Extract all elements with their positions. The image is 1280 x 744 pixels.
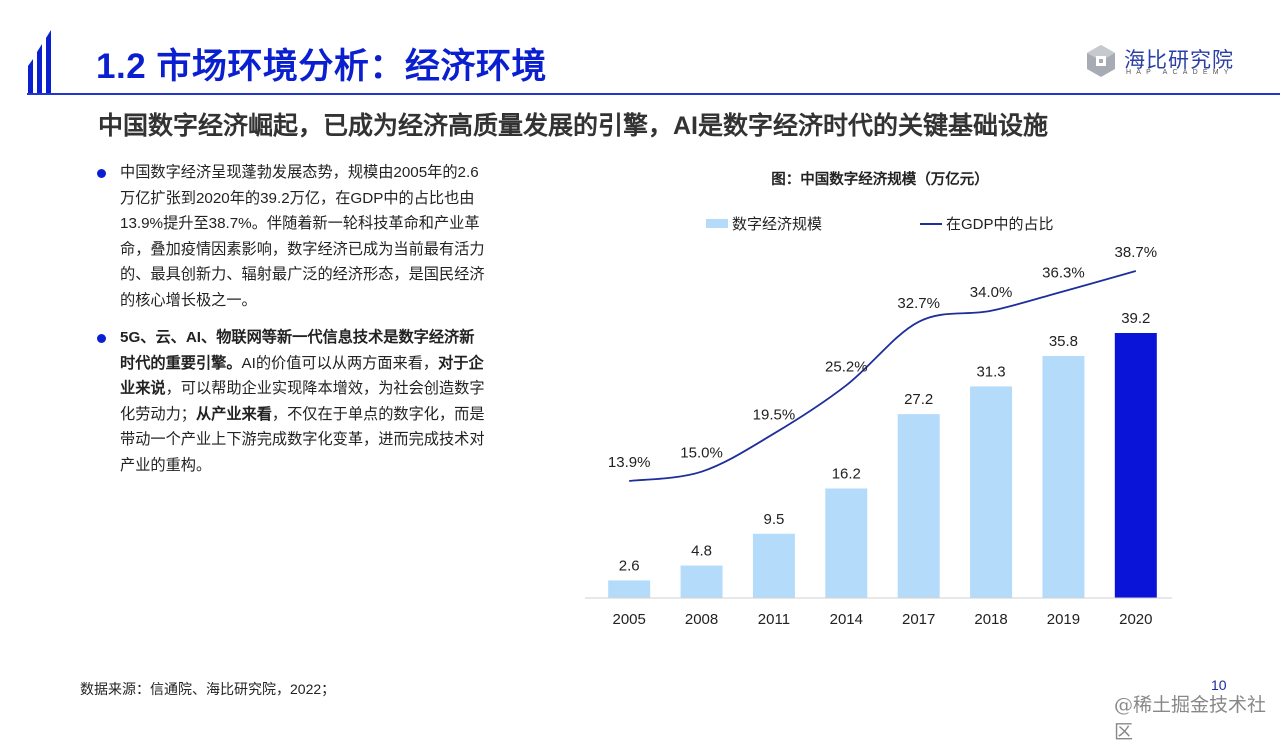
x-tick-label: 2014 [830, 611, 863, 628]
data-source: 数据来源：信通院、海比研究院，2022； [80, 679, 335, 699]
line-value-label: 32.7% [897, 295, 940, 312]
x-tick-label: 2008 [685, 611, 718, 628]
line-value-label: 13.9% [608, 454, 651, 471]
x-tick-label: 2019 [1047, 611, 1080, 628]
bar-2018 [970, 386, 1012, 598]
line-value-label: 34.0% [970, 284, 1013, 301]
x-tick-label: 2018 [974, 611, 1007, 628]
bar-2019 [1042, 356, 1084, 598]
line-value-label: 36.3% [1042, 264, 1085, 281]
x-tick-label: 2011 [758, 611, 790, 628]
bar-2008 [681, 566, 723, 598]
bar-value-label: 16.2 [832, 465, 861, 482]
bar-value-label: 35.8 [1049, 333, 1078, 350]
line-value-label: 19.5% [753, 407, 796, 424]
bar-2017 [898, 414, 940, 598]
bar-value-label: 4.8 [691, 543, 712, 560]
x-tick-label: 2017 [902, 611, 935, 628]
bar-value-label: 2.6 [619, 557, 640, 574]
x-tick-label: 2005 [613, 611, 646, 628]
bar-2020 [1115, 333, 1157, 598]
bar-2005 [608, 580, 650, 598]
line-value-label: 25.2% [825, 358, 868, 375]
line-value-label: 38.7% [1115, 244, 1158, 261]
bar-value-label: 39.2 [1121, 310, 1150, 327]
x-tick-label: 2020 [1119, 611, 1152, 628]
bar-value-label: 9.5 [764, 511, 785, 528]
bar-2014 [825, 488, 867, 598]
bar-value-label: 27.2 [904, 391, 933, 408]
line-value-label: 15.0% [680, 445, 723, 462]
bar-2011 [753, 534, 795, 598]
bar-value-label: 31.3 [976, 363, 1005, 380]
chart-canvas: 2.6 2005 4.8 2008 9.5 2011 16.2 2014 27.2 2017 31.… [0, 0, 1280, 720]
watermark: @稀土掘金技术社区 [1114, 690, 1280, 744]
